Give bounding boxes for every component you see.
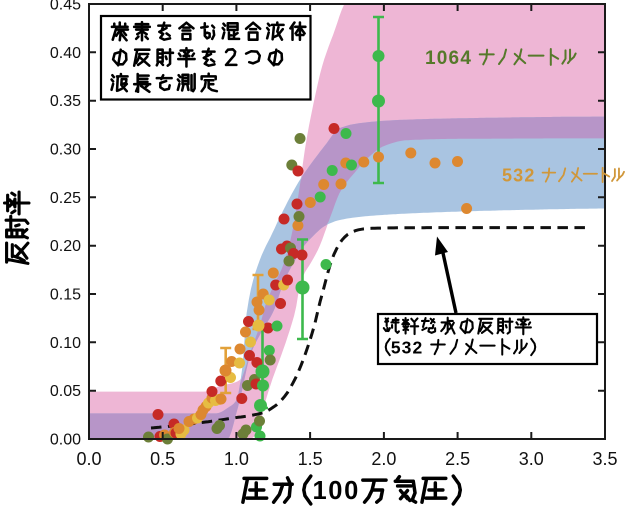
svg-text:0.05: 0.05: [50, 383, 81, 400]
svg-text:0.20: 0.20: [50, 238, 81, 255]
svg-text:0.40: 0.40: [50, 45, 81, 62]
svg-text:0.15: 0.15: [50, 287, 81, 304]
svg-text:0: 0: [344, 477, 358, 505]
svg-text:3: 3: [402, 337, 412, 357]
svg-text:0.35: 0.35: [50, 93, 81, 110]
svg-text:0: 0: [437, 48, 448, 69]
svg-text:0: 0: [328, 477, 342, 505]
svg-text:1.0: 1.0: [224, 449, 249, 469]
svg-text:2: 2: [524, 165, 534, 185]
svg-text:1: 1: [313, 477, 327, 505]
svg-text:3.0: 3.0: [519, 449, 544, 469]
svg-text:1: 1: [425, 48, 436, 69]
svg-text:2.5: 2.5: [445, 449, 470, 469]
svg-text:0.5: 0.5: [150, 449, 175, 469]
svg-text:2: 2: [413, 337, 423, 357]
svg-text:4: 4: [460, 48, 471, 69]
svg-text:0.10: 0.10: [50, 335, 81, 352]
svg-text:0.00: 0.00: [50, 432, 81, 449]
svg-text:2.0: 2.0: [371, 449, 396, 469]
svg-text:3: 3: [513, 165, 523, 185]
svg-text:0.0: 0.0: [76, 449, 101, 469]
svg-text:5: 5: [391, 337, 401, 357]
svg-text:0.30: 0.30: [50, 142, 81, 159]
svg-text:3.5: 3.5: [592, 449, 617, 469]
svg-text:0.45: 0.45: [50, 0, 81, 14]
svg-text:5: 5: [502, 165, 512, 185]
svg-text:6: 6: [449, 48, 460, 69]
svg-text:0.25: 0.25: [50, 190, 81, 207]
svg-text:1.5: 1.5: [298, 449, 323, 469]
